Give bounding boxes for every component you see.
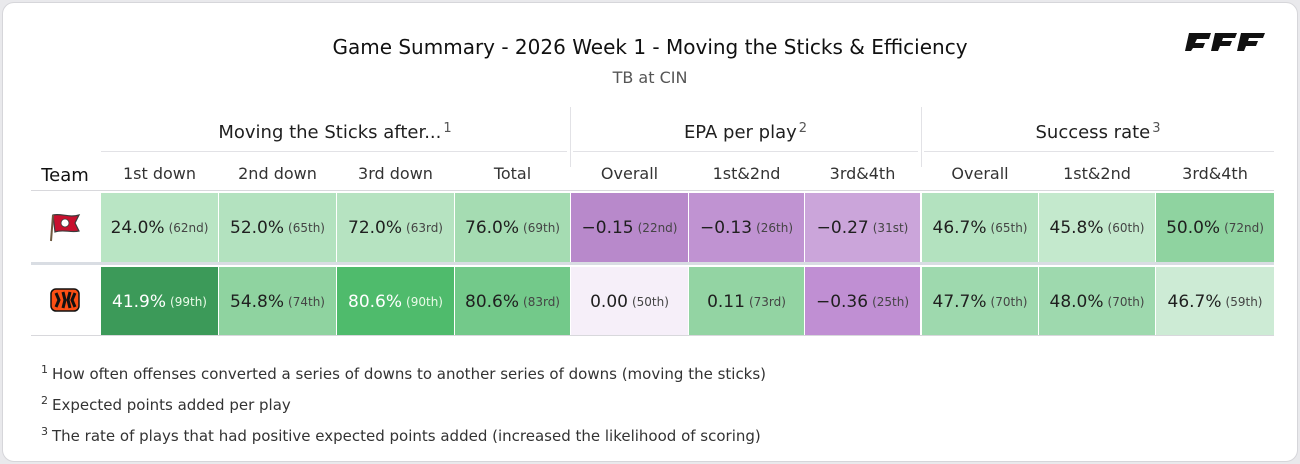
column-header: 2nd down [238,164,317,183]
cell-rank: (63rd) [406,220,443,235]
table-cell: 45.8% (60th) [1039,193,1155,262]
table-cell: −0.13 (26th) [689,193,804,262]
cell-value: 54.8% [230,291,285,312]
cell-rank: (83rd) [523,294,560,309]
group-separator [921,107,922,167]
cell-rank: (74th) [288,294,325,309]
cell-rank: (59th) [1225,294,1263,309]
table-cell: 46.7% (59th) [1156,267,1274,336]
cell-rank: (73rd) [748,294,786,309]
cell-rank: (50th) [631,294,669,309]
column-header: 3rd&4th [829,164,896,183]
cell-rank: (25th) [872,294,910,309]
cell-rank: (65th) [288,220,325,235]
cell-value: 41.9% [112,291,167,312]
column-header: Overall [951,164,1009,183]
table-cell: 52.0% (65th) [219,193,336,262]
table-cell: 80.6% (90th) [337,267,454,336]
cell-value: 24.0% [110,217,165,238]
column-header: 1st&2nd [712,164,781,183]
buccaneers-flag-icon [50,213,81,242]
table-cell: 72.0% (63rd) [337,193,454,262]
group-rule [101,151,567,152]
table-cell: −0.15 (22nd) [571,193,688,262]
team-column-header: Team [41,165,89,186]
table-cell: −0.36 (25th) [805,267,920,336]
cell-rank: (31st) [872,220,909,235]
group-separator [570,107,571,167]
cell-value: 46.7% [1167,291,1222,312]
table-cell: 76.0% (69th) [455,193,570,262]
cell-value: 80.6% [465,291,520,312]
cell-rank: (22nd) [637,220,678,235]
column-header: Overall [600,164,659,183]
cell-value: 50.0% [1166,217,1221,238]
group-epa-per-play: EPA per play 2 [683,121,808,143]
table-cell: 41.9% (99th) [101,267,218,336]
table-cell: 46.7% (65th) [922,193,1038,262]
cell-value: 0.00 [590,291,628,312]
table-cell: −0.27 (31st) [805,193,920,262]
pff-logo [1185,33,1265,51]
table-bottom-divider [31,335,1274,336]
cell-rank: (26th) [756,220,794,235]
table-cell: 80.6% (83rd) [455,267,570,336]
column-header: 3rd down [358,164,433,183]
table-cell: 47.7% (70th) [922,267,1038,336]
group-moving-sticks: Moving the Sticks after... 1 [218,121,452,143]
cell-value: 80.6% [348,291,403,312]
table-cell: 50.0% (72nd) [1156,193,1274,262]
table-cell: 48.0% (70th) [1039,267,1155,336]
cell-value: 72.0% [348,217,403,238]
row-divider [31,262,1274,265]
cell-value: 52.0% [230,217,285,238]
cell-value: 0.11 [707,291,745,312]
cell-value: 48.0% [1049,291,1104,312]
cell-value: −0.15 [581,217,634,238]
table-cell: 0.00 (50th) [571,267,688,336]
footnote-2: 2 Expected points added per play [41,394,291,414]
cell-rank: (72nd) [1224,220,1264,235]
header-divider [31,190,1274,191]
group-rule [924,151,1274,152]
cell-rank: (70th) [1107,294,1145,309]
cell-value: −0.27 [816,217,869,238]
cell-rank: (70th) [990,294,1028,309]
page-subtitle: TB at CIN [612,68,688,87]
footnote-3: 3 The rate of plays that had positive exp… [41,425,761,445]
table-cell: 0.11 (73rd) [689,267,804,336]
page-title: Game Summary - 2026 Week 1 - Moving the … [332,35,968,59]
column-header: 3rd&4th [1182,164,1248,183]
table-cell: 54.8% (74th) [219,267,336,336]
cell-value: 76.0% [465,217,520,238]
cell-value: −0.13 [699,217,753,238]
cell-value: 46.7% [932,217,987,238]
cell-rank: (62nd) [168,220,209,235]
cell-rank: (60th) [1107,220,1145,235]
column-header: 1st&2nd [1063,164,1131,183]
cell-rank: (65th) [990,220,1028,235]
table-cell: 24.0% (62nd) [101,193,218,262]
footnote-1: 1 How often offenses converted a series o… [41,363,767,383]
group-rule [573,151,918,152]
column-header: Total [493,164,532,183]
cell-value: −0.36 [815,291,869,312]
column-header: 1st down [122,164,197,183]
cell-value: 45.8% [1049,217,1104,238]
cell-rank: (99th) [170,294,207,309]
cell-value: 47.7% [932,291,987,312]
cell-rank: (90th) [406,294,443,309]
cell-rank: (69th) [523,220,560,235]
group-success-rate: Success rate 3 [1035,121,1161,143]
bengals-stripes-icon [50,288,80,312]
